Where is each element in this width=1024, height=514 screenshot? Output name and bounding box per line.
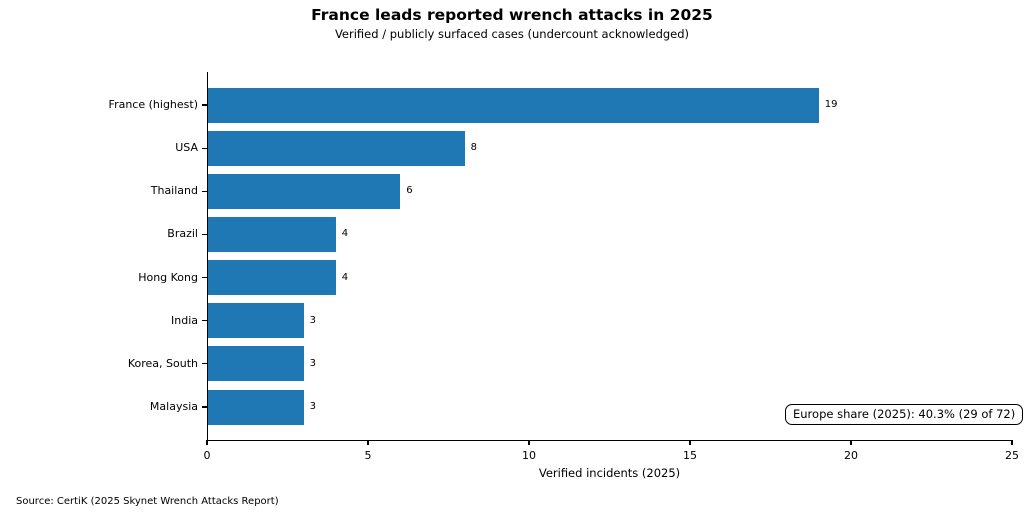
category-label: Brazil [167, 227, 198, 241]
bar [207, 346, 304, 382]
bar-value-label: 4 [341, 228, 349, 240]
x-tick [850, 440, 852, 445]
y-tick [202, 233, 207, 236]
y-tick [202, 190, 207, 192]
x-tick-label: 15 [683, 449, 697, 462]
chart-title: France leads reported wrench attacks in … [311, 6, 713, 24]
bar-value-label: 3 [309, 314, 316, 326]
x-axis-line [207, 440, 1013, 442]
x-tick [206, 440, 208, 445]
category-label: USA [175, 141, 198, 155]
category-label: France (highest) [108, 98, 198, 111]
category-label: Malaysia [149, 400, 198, 413]
x-tick-label: 20 [844, 449, 858, 462]
y-tick [202, 104, 207, 106]
bar-value-label: 4 [341, 271, 349, 283]
y-tick [202, 320, 207, 322]
bar [207, 130, 465, 166]
x-tick-label: 5 [364, 449, 372, 462]
x-tick-label: 25 [1005, 449, 1019, 462]
x-axis-label: Verified incidents (2025) [538, 466, 681, 480]
source-note: Source: CertiK (2025 Skynet Wrench Attac… [16, 496, 279, 507]
x-axis-ticks-container: 0 5 10 15 20 25 [204, 72, 1019, 462]
bar-value-label: 3 [309, 357, 316, 369]
category-label: India [171, 313, 198, 327]
category-label: Thailand [150, 184, 198, 198]
bar [207, 303, 304, 339]
category-label: Korea, South [127, 356, 198, 370]
bar [207, 389, 304, 425]
x-tick [367, 440, 369, 445]
bar [207, 216, 336, 252]
bars-container: France (highest) 19 USA 8 Thailand 6 Brazil 4 Ho… [109, 72, 1012, 440]
y-tick [202, 147, 207, 149]
y-tick [202, 406, 207, 408]
bar-value-label: 8 [470, 142, 477, 154]
bar [207, 260, 336, 296]
bar [207, 173, 401, 209]
y-axis-line [207, 72, 209, 441]
plot-area: France (highest) 19 USA 8 Thailand 6 Brazil 4 Ho… [109, 72, 1024, 462]
x-tick-label: 0 [203, 449, 211, 462]
x-tick [689, 440, 691, 445]
bar-value-label: 6 [406, 185, 413, 197]
category-label: Hong Kong [138, 270, 198, 284]
bar-value-label: 3 [309, 401, 316, 412]
y-tick [202, 363, 207, 365]
x-tick-label: 10 [522, 449, 536, 462]
europe-share-annotation: Europe share (2025): 40.3% (29 of 72) [785, 404, 1024, 425]
y-tick [202, 276, 207, 279]
bar-value-label: 19 [824, 99, 838, 110]
chart-subtitle: Verified / publicly surfaced cases (unde… [334, 27, 690, 41]
x-tick [1011, 440, 1013, 445]
bar [207, 87, 819, 123]
x-tick [528, 440, 530, 445]
